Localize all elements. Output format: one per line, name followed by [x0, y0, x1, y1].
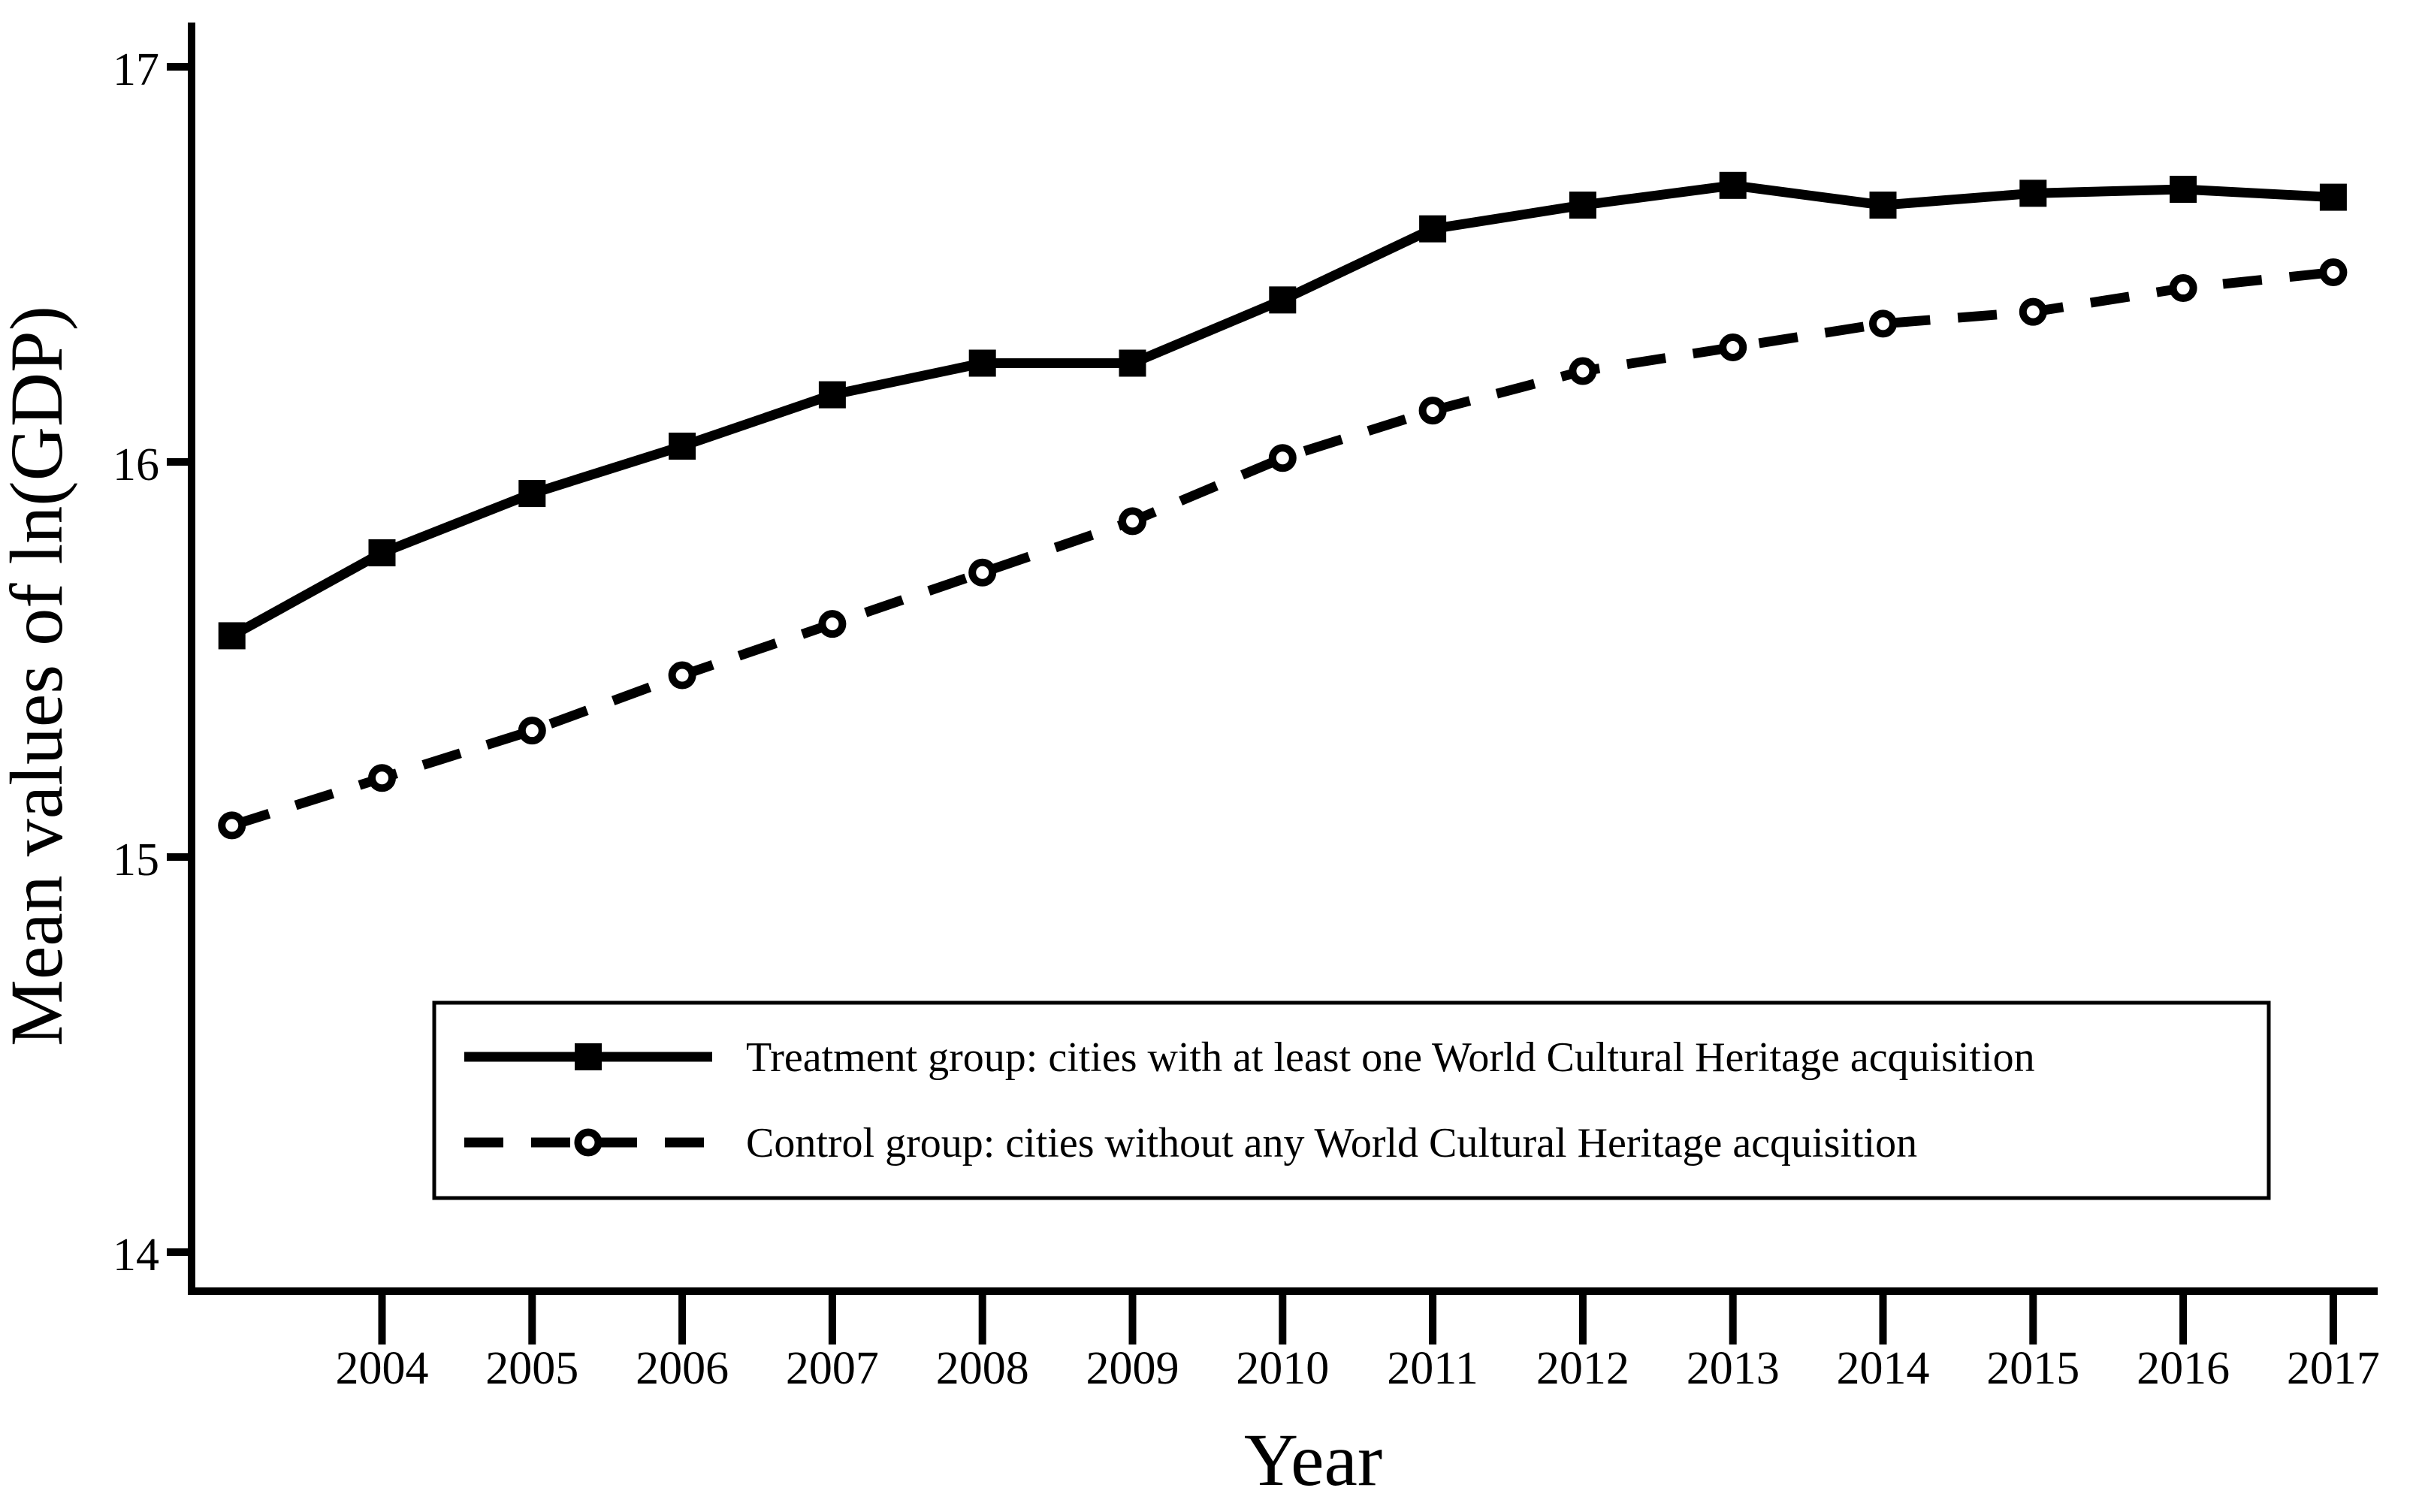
x-tick-label: 2013 — [1687, 1343, 1780, 1394]
x-tick-label: 2010 — [1236, 1343, 1329, 1394]
data-point-circle-control — [2169, 274, 2197, 303]
legend-entry-treatment: Treatment group: cities with at least on… — [464, 1034, 2035, 1081]
data-point-square-treatment — [1569, 192, 1596, 219]
x-axis-title: Year — [1244, 1418, 1382, 1501]
x-tick-label: 2014 — [1837, 1343, 1930, 1394]
data-point-square-treatment — [518, 480, 546, 508]
data-point-circle-control — [2019, 297, 2047, 326]
data-point-circle-control — [818, 610, 847, 638]
y-tick-label: 14 — [113, 1230, 159, 1281]
data-point-square-treatment — [2170, 176, 2197, 204]
x-tick-label: 2017 — [2287, 1343, 2380, 1394]
y-axis-title: Mean values of ln(GDP) — [0, 306, 78, 1046]
data-point-square-treatment — [669, 432, 696, 460]
y-tick-label: 16 — [113, 439, 159, 490]
data-point-square-treatment — [1419, 215, 1447, 243]
data-point-circle-control — [1418, 397, 1447, 425]
data-point-circle-control — [2319, 258, 2348, 287]
data-point-circle-control — [218, 811, 246, 840]
x-tick-label: 2005 — [485, 1343, 578, 1394]
x-tick-label: 2004 — [336, 1343, 429, 1394]
open-circle-marker-icon — [574, 1128, 602, 1157]
x-tick-label: 2007 — [786, 1343, 879, 1394]
x-tick-label: 2012 — [1536, 1343, 1629, 1394]
series-line-control — [230, 267, 2334, 831]
data-point-square-treatment — [368, 539, 396, 566]
y-tick-label: 15 — [113, 834, 159, 886]
legend-entry-control: Control group: cities without any World … — [464, 1120, 1917, 1166]
x-tick-label: 2015 — [1986, 1343, 2079, 1394]
y-axis-ticks: 17 16 15 14 — [113, 44, 192, 1281]
data-point-square-treatment — [968, 349, 996, 377]
data-point-square-treatment — [818, 381, 846, 409]
x-axis-ticks: 2004 2005 2006 2007 2008 2009 2010 2011 2012 2013… — [336, 1295, 2380, 1394]
data-point-circle-control — [1719, 333, 1747, 361]
series-line-treatment — [229, 180, 2334, 641]
data-point-square-treatment — [218, 622, 246, 650]
x-tick-label: 2016 — [2137, 1343, 2230, 1394]
x-tick-label: 2009 — [1086, 1343, 1179, 1394]
data-point-square-treatment — [2019, 180, 2047, 207]
data-point-circle-control — [368, 764, 396, 792]
legend-box — [432, 1000, 2271, 1200]
legend-label-treatment: Treatment group: cities with at least on… — [746, 1034, 2035, 1081]
x-tick-label: 2011 — [1387, 1343, 1478, 1394]
data-point-square-treatment — [1719, 171, 1747, 199]
x-tick-label: 2008 — [936, 1343, 1029, 1394]
data-point-square-treatment — [1869, 192, 1897, 219]
legend: Treatment group: cities with at least on… — [432, 1000, 2271, 1200]
data-point-circle-control — [1119, 507, 1146, 536]
x-tick-label: 2006 — [636, 1343, 729, 1394]
data-point-circle-control — [668, 661, 696, 690]
filled-square-marker-icon — [575, 1043, 602, 1070]
data-point-square-treatment — [1269, 286, 1297, 314]
data-point-circle-control — [518, 717, 546, 745]
data-point-square-treatment — [2319, 183, 2347, 211]
data-point-circle-control — [1869, 309, 1897, 338]
plot-area — [218, 171, 2348, 840]
data-point-square-treatment — [1119, 349, 1146, 377]
data-point-circle-control — [968, 558, 997, 587]
data-point-circle-control — [1569, 357, 1597, 385]
y-tick-label: 17 — [113, 44, 159, 95]
data-point-circle-control — [1268, 444, 1297, 472]
legend-label-control: Control group: cities without any World … — [746, 1120, 1917, 1166]
